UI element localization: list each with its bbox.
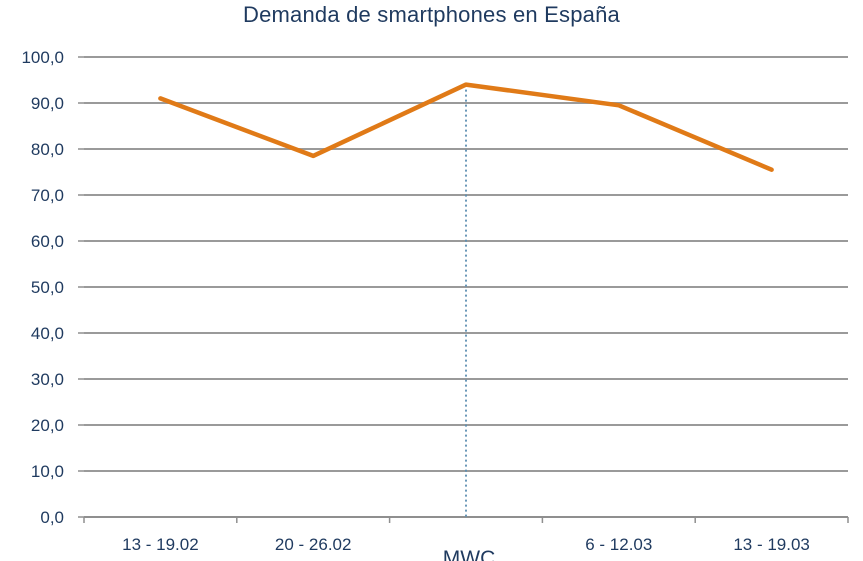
y-tick-label: 80,0 bbox=[31, 140, 64, 159]
annotation-label: MWC bbox=[443, 547, 495, 561]
y-tick-label: 70,0 bbox=[31, 186, 64, 205]
series-line bbox=[158, 82, 774, 172]
y-tick-label: 10,0 bbox=[31, 462, 64, 481]
y-tick-label: 60,0 bbox=[31, 232, 64, 251]
y-tick-label: 40,0 bbox=[31, 324, 64, 343]
x-tick-label: 6 - 12.03 bbox=[585, 535, 652, 554]
y-tick-label: 30,0 bbox=[31, 370, 64, 389]
x-tick-label: 13 - 19.02 bbox=[122, 535, 199, 554]
y-tick-label: 90,0 bbox=[31, 94, 64, 113]
x-tick-label: 13 - 19.03 bbox=[733, 535, 810, 554]
y-tick-label: 20,0 bbox=[31, 416, 64, 435]
chart-title: Demanda de smartphones en España bbox=[243, 2, 620, 27]
x-tick-label: 20 - 26.02 bbox=[275, 535, 352, 554]
y-tick-label: 100,0 bbox=[21, 48, 64, 67]
y-tick-label: 0,0 bbox=[40, 508, 64, 527]
y-tick-label: 50,0 bbox=[31, 278, 64, 297]
